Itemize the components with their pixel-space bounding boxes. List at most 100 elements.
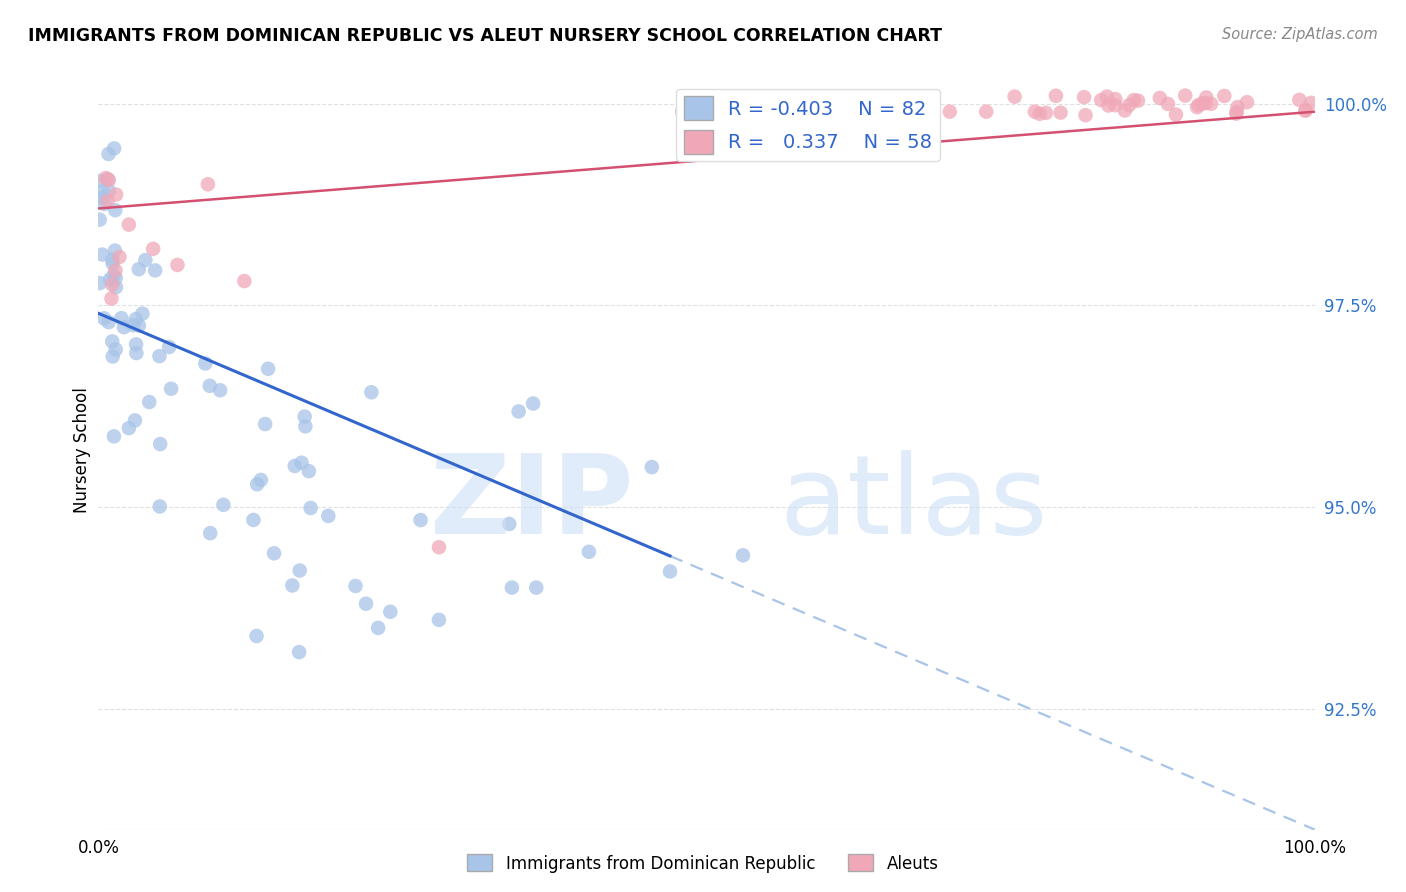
Point — [128, 318, 150, 333]
Point — [1157, 97, 1180, 112]
Legend: Immigrants from Dominican Republic, Aleuts: Immigrants from Dominican Republic, Aleu… — [461, 847, 945, 880]
Point — [1028, 106, 1050, 120]
Point — [91, 185, 114, 199]
Point — [103, 141, 125, 155]
Point — [97, 315, 120, 329]
Point — [294, 409, 316, 424]
Point — [427, 541, 450, 555]
Point — [101, 350, 124, 364]
Point — [142, 242, 165, 256]
Point — [522, 396, 544, 410]
Point — [91, 247, 114, 261]
Point — [148, 349, 170, 363]
Point — [294, 419, 316, 434]
Point — [104, 280, 127, 294]
Point — [98, 184, 121, 198]
Point — [1122, 93, 1144, 107]
Point — [508, 404, 530, 418]
Point — [242, 513, 264, 527]
Point — [1074, 108, 1097, 122]
Point — [93, 311, 115, 326]
Point — [101, 334, 124, 349]
Point — [501, 581, 523, 595]
Point — [250, 473, 273, 487]
Point — [1104, 92, 1126, 106]
Point — [367, 621, 389, 635]
Point — [290, 456, 312, 470]
Point — [212, 498, 235, 512]
Point — [1095, 89, 1118, 103]
Point — [1194, 95, 1216, 110]
Point — [124, 413, 146, 427]
Point — [344, 579, 367, 593]
Point — [1185, 100, 1208, 114]
Point — [1045, 88, 1067, 103]
Point — [89, 212, 111, 227]
Point — [131, 307, 153, 321]
Point — [125, 312, 148, 326]
Point — [409, 513, 432, 527]
Point — [103, 429, 125, 443]
Point — [104, 244, 127, 258]
Point — [1126, 94, 1149, 108]
Point — [281, 578, 304, 592]
Point — [1164, 108, 1187, 122]
Point — [641, 460, 664, 475]
Point — [101, 277, 124, 292]
Point — [659, 565, 682, 579]
Point — [108, 250, 131, 264]
Point — [1114, 103, 1136, 118]
Point — [157, 340, 180, 354]
Point — [112, 320, 135, 334]
Point — [104, 271, 127, 285]
Point — [1097, 98, 1119, 112]
Point — [1187, 98, 1209, 112]
Point — [128, 262, 150, 277]
Point — [1236, 95, 1258, 110]
Point — [578, 545, 600, 559]
Point — [233, 274, 256, 288]
Point — [914, 104, 936, 119]
Point — [104, 343, 127, 357]
Point — [288, 564, 311, 578]
Point — [103, 268, 125, 283]
Point — [98, 272, 121, 286]
Point — [720, 104, 742, 119]
Point — [254, 417, 277, 431]
Point — [793, 104, 815, 119]
Point — [105, 187, 128, 202]
Point — [1199, 96, 1222, 111]
Point — [138, 395, 160, 409]
Point — [143, 263, 166, 277]
Point — [1174, 88, 1197, 103]
Point — [316, 508, 339, 523]
Point — [118, 218, 141, 232]
Point — [245, 629, 267, 643]
Point — [299, 501, 322, 516]
Point — [194, 356, 217, 370]
Point — [1225, 106, 1247, 120]
Point — [1149, 91, 1171, 105]
Point — [288, 645, 311, 659]
Point — [125, 337, 148, 351]
Point — [939, 104, 962, 119]
Point — [298, 464, 321, 478]
Point — [198, 378, 221, 392]
Point — [1035, 106, 1057, 120]
Point — [380, 605, 402, 619]
Point — [1090, 93, 1112, 107]
Point — [125, 346, 148, 360]
Point — [1213, 89, 1236, 103]
Point — [284, 458, 307, 473]
Point — [1073, 90, 1095, 104]
Point — [97, 173, 120, 187]
Point — [731, 549, 754, 563]
Point — [263, 546, 285, 560]
Point — [1191, 96, 1213, 111]
Point — [877, 104, 900, 119]
Point — [360, 385, 382, 400]
Point — [841, 104, 863, 119]
Legend: R = -0.403    N = 82, R =   0.337    N = 58: R = -0.403 N = 82, R = 0.337 N = 58 — [676, 88, 941, 161]
Point — [110, 311, 132, 326]
Point — [1301, 95, 1323, 110]
